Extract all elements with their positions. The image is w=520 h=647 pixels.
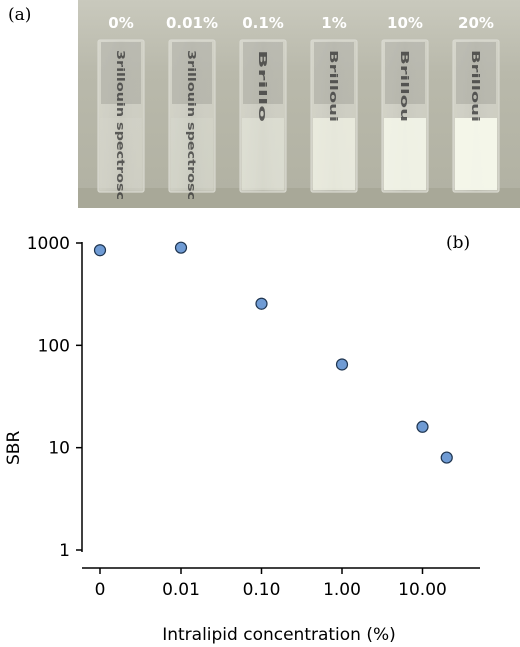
cuvette-upper-shade	[101, 42, 141, 104]
cuvette-text: Brilloui	[469, 50, 482, 122]
cuvette-text: 3rillouin spectrosc	[114, 50, 127, 200]
cuvette-upper-shade	[172, 42, 212, 104]
cuvette-upper-shade	[243, 42, 283, 104]
data-point	[440, 451, 453, 464]
cuvette: 3rillouin spectrosc 0.01%	[166, 14, 218, 200]
cuvette: Brilloui 1%	[310, 14, 358, 193]
cuvette: Brilloui 20%	[452, 14, 500, 193]
cuvette-liquid	[455, 118, 497, 190]
cuvette-glass	[168, 39, 216, 193]
panel-a-label: (a)	[8, 5, 31, 25]
y-tick-label: 10	[48, 439, 70, 459]
cuvette-glass	[97, 39, 145, 193]
x-tick-label: 10.00	[398, 580, 447, 600]
cuvette-text: Brillou	[398, 50, 411, 122]
cuvette-liquid	[313, 118, 355, 190]
concentration-label: 0.1%	[242, 14, 284, 32]
cuvette-liquid	[384, 118, 426, 190]
cuvette-liquid	[242, 118, 284, 190]
cuvette-text: 3rillouin spectrosc	[185, 50, 198, 200]
photo-tabletop	[78, 188, 520, 208]
concentration-label: 1%	[321, 14, 346, 32]
cuvette: Brillou 10%	[381, 14, 429, 193]
data-point	[335, 358, 349, 371]
sbr-scatter-chart: 1 10 100 1000 0 0.01 0.10 1.00 10.00 SBR Intral…	[4, 233, 480, 645]
y-tick-label: 1000	[27, 234, 70, 254]
x-tick-label: 0.10	[243, 580, 281, 600]
photo-background	[78, 0, 520, 208]
data-point	[416, 420, 429, 433]
cuvette-glass	[239, 39, 287, 193]
y-tick-label: 1	[59, 541, 70, 561]
data-point	[255, 297, 268, 310]
panel-b-label: (b)	[446, 233, 470, 253]
x-tick-label: 0.01	[162, 580, 200, 600]
y-axis-title: SBR	[4, 431, 24, 465]
y-tick-label: 100	[38, 336, 70, 356]
cuvette: 3rillouin spectrosc 0%	[97, 14, 145, 200]
cuvette-upper-shade	[385, 42, 425, 104]
x-tick-label: 0	[95, 580, 106, 600]
cuvette-text: Brillo	[256, 50, 269, 123]
cuvette-upper-shade	[314, 42, 354, 104]
x-tick-label: 1.00	[323, 580, 361, 600]
x-axis-title: Intralipid concentration (%)	[162, 625, 396, 645]
cuvette-liquid	[100, 118, 142, 190]
concentration-label: 0.01%	[166, 14, 218, 32]
data-point	[93, 244, 107, 257]
concentration-label: 0%	[108, 14, 133, 32]
cuvette-text: Brilloui	[327, 50, 340, 122]
data-point	[174, 241, 188, 254]
cuvette: Brillo 0.1%	[239, 14, 287, 193]
concentration-label: 10%	[387, 14, 423, 32]
cuvette-upper-shade	[456, 42, 496, 104]
concentration-label: 20%	[458, 14, 494, 32]
cuvette-liquid	[171, 118, 213, 190]
